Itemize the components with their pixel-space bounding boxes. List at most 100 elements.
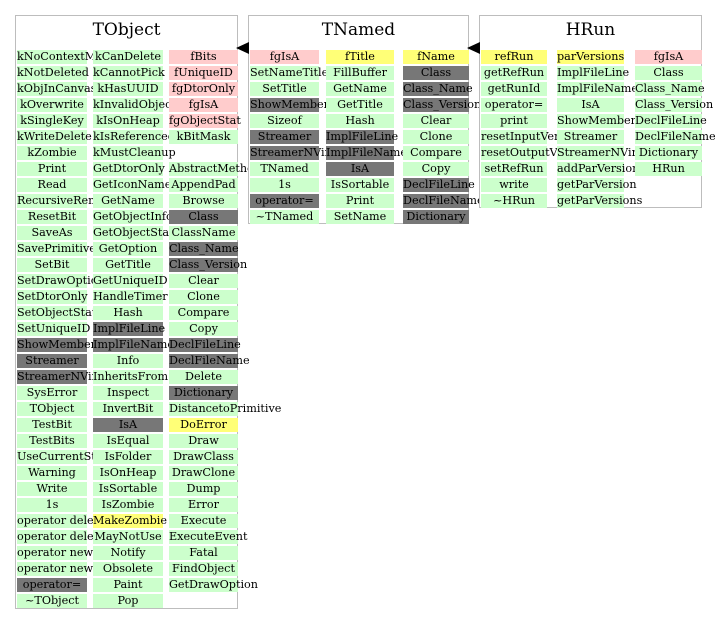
member-cell: 1s [17,498,87,512]
member-cell: Print [17,162,87,176]
inheritance-arrow-icon [467,42,480,54]
member-cell: fBits [169,50,238,64]
member-cell: AbstractMethod [169,162,261,176]
member-cell: DeclFileName [635,130,716,144]
member-cell: Class_Version [635,98,714,112]
class-box-tobject: TObject kNoContextMenu kNotDeleted kObjInC… [15,15,281,610]
member-cell: Clear [169,274,238,288]
member-cell: Read [17,178,87,192]
member-cell: ImplFileLine [93,322,166,336]
member-cell: IsSortable [93,482,163,496]
member-cell: Class_Name [169,242,239,256]
member-cell: setRefRun [481,162,547,176]
member-cell: FindObject [169,562,238,576]
member-cell: ImplFileLine [326,130,399,144]
member-cell: Warning [17,466,87,480]
member-cell: kIsOnHeap [93,114,163,128]
member-cell: Inspect [93,386,163,400]
member-cell: UseCurrentStyle [17,450,113,464]
member-cell: kBitMask [169,130,238,144]
member-cell: Class_Name [635,82,705,96]
member-cell: Delete [169,370,238,384]
member-cell: ImplFileLine [557,66,630,80]
member-cell: Error [169,498,238,512]
member-cell: Streamer [17,354,87,368]
member-cell: GetName [93,194,163,208]
member-cell: Dictionary [635,146,702,160]
member-cell: ResetBit [17,210,87,224]
member-cell: Class_Version [169,258,248,272]
member-cell: fTitle [326,50,394,64]
member-cell: ShowMembers [250,98,335,112]
member-cell: ImplFileName [557,82,638,96]
member-cell: kInvalidObject [93,98,176,112]
class-title: HRun [565,20,616,40]
member-cell: SavePrimitive [17,242,96,256]
member-cell: Pop [93,594,163,608]
member-column: fgIsA Class Class_Name Class_Version DeclFil… [635,50,716,178]
member-cell: fgIsA [169,98,238,112]
member-cell: operator new[] [17,562,102,576]
member-cell: HandleTimer [93,290,168,304]
member-cell: kNotDeleted [17,66,89,80]
column-spacer [169,146,238,160]
member-cell: Clone [403,130,469,144]
member-cell: InheritsFrom [93,370,169,384]
member-cell: GetOption [93,242,163,256]
member-cell: Class [635,66,702,80]
member-cell: operator new [17,546,94,560]
member-cell: operator delete [17,514,105,528]
member-cell: Execute [169,514,238,528]
member-cell: Class_Version [403,98,482,112]
member-cell: Copy [169,322,238,336]
member-cell: StreamerNVirtual [250,146,352,160]
member-cell: Fatal [169,546,238,560]
member-cell: RecursiveRemove [17,194,119,208]
member-cell: operator= [250,194,319,208]
member-cell: ShowMembers [557,114,642,128]
member-cell: IsA [326,162,394,176]
member-cell: DrawClone [169,466,238,480]
member-cell: Dictionary [403,210,469,224]
member-cell: SetDtorOnly [17,290,88,304]
member-cell: Write [17,482,87,496]
member-cell: kWriteDelete [17,130,92,144]
member-cell: GetObjectInfo [93,210,173,224]
member-cell: fgIsA [250,50,319,64]
member-cell: SetBit [17,258,87,272]
member-cell: Streamer [557,130,624,144]
member-cell: kHasUUID [93,82,163,96]
member-cell: SetObjectStat [17,306,97,320]
member-cell: kZombie [17,146,87,160]
class-box-tnamed: TNamed fgIsA SetNameTitle SetTitle ShowMemb… [248,15,484,226]
member-column: kNoContextMenu kNotDeleted kObjInCanvas kOv… [17,50,119,610]
member-column: kCanDelete kCannotPick kHasUUID kInvalidObj… [93,50,176,610]
member-cell: ImplFileName [326,146,407,160]
member-cell: Draw [169,434,238,448]
member-cell: Class [403,66,469,80]
member-column: fgIsA SetNameTitle SetTitle ShowMembers Size… [250,50,352,226]
member-cell: ImplFileName [93,338,174,352]
member-cell: IsZombie [93,498,163,512]
member-cell: DeclFileLine [635,114,707,128]
member-cell: parVersions [557,50,625,64]
member-cell: resetInputVersions [481,130,589,144]
member-cell: SetTitle [250,82,319,96]
member-cell: SysError [17,386,87,400]
member-cell: Print [326,194,394,208]
member-cell: Hash [93,306,163,320]
member-cell: fgObjectStat [169,114,241,128]
member-cell: IsFolder [93,450,163,464]
member-cell: getParVersion [557,178,637,192]
member-cell: kSingleKey [17,114,87,128]
member-cell: TestBit [17,418,87,432]
member-cell: operator delete[] [17,530,114,544]
inheritance-arrow-icon [236,42,249,54]
member-cell: Notify [93,546,163,560]
member-cell: DeclFileLine [403,178,475,192]
member-cell: Compare [403,146,469,160]
member-cell: Browse [169,194,238,208]
member-cell: 1s [250,178,319,192]
member-cell: Streamer [250,130,319,144]
member-cell: DrawClass [169,450,238,464]
